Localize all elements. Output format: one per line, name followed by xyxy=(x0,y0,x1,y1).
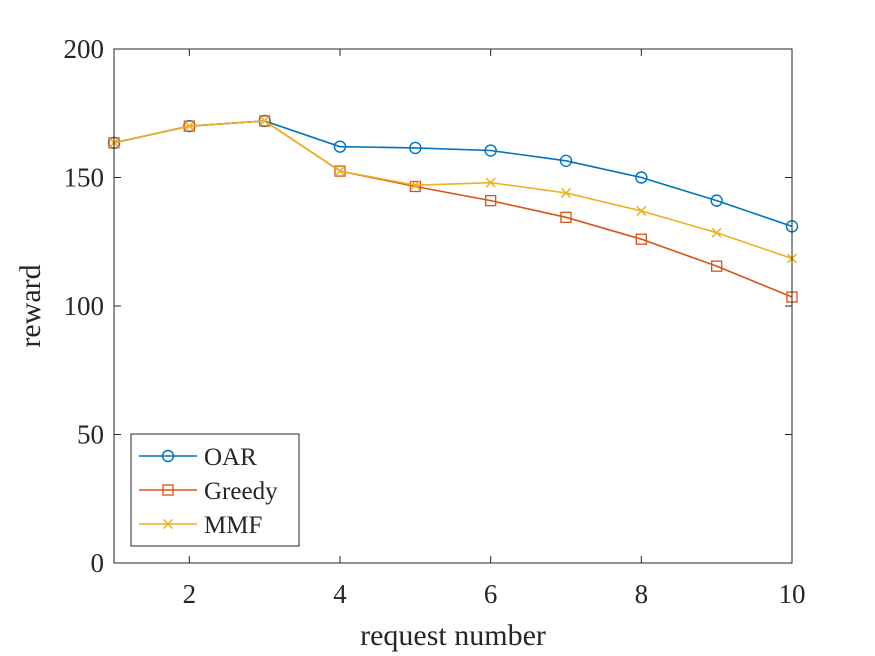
data-point-mmf xyxy=(485,177,496,188)
x-tick-label: 2 xyxy=(183,579,197,609)
x-axis-label: request number xyxy=(360,619,546,652)
data-point-mmf xyxy=(711,227,722,238)
y-tick-label: 150 xyxy=(64,163,105,193)
legend-marker xyxy=(161,449,175,463)
series-line-mmf xyxy=(113,120,793,260)
y-axis-label: reward xyxy=(14,264,47,347)
legend-label: OAR xyxy=(204,444,257,471)
legend-entry-greedy: Greedy xyxy=(139,478,278,505)
series-layer xyxy=(107,114,799,303)
x-tick-label: 8 xyxy=(635,579,649,609)
y-tick-label: 100 xyxy=(64,291,105,321)
legend-marker xyxy=(162,484,174,496)
legend-marker xyxy=(162,518,174,530)
data-point-oar xyxy=(559,154,573,167)
data-point-greedy xyxy=(711,260,723,272)
data-point-greedy xyxy=(334,165,346,177)
data-point-greedy xyxy=(560,211,572,223)
y-tick-label: 0 xyxy=(91,548,105,578)
data-point-oar xyxy=(409,141,422,155)
data-point-mmf xyxy=(636,205,647,216)
series-mmf xyxy=(108,115,798,264)
y-tick-label: 50 xyxy=(77,420,104,450)
data-point-oar xyxy=(484,144,497,157)
legend-entry-mmf: MMF xyxy=(139,512,262,539)
y-tick-label: 200 xyxy=(64,34,105,64)
data-point-oar xyxy=(635,171,648,184)
legend-label: Greedy xyxy=(204,478,278,505)
legend-label: MMF xyxy=(204,512,262,539)
data-point-mmf xyxy=(560,187,572,198)
data-point-mmf xyxy=(334,166,346,177)
data-point-oar xyxy=(333,140,347,153)
data-point-mmf xyxy=(410,180,421,191)
data-point-greedy xyxy=(485,194,497,207)
data-point-oar xyxy=(710,194,723,207)
x-tick-label: 6 xyxy=(484,579,498,609)
legend-entry-oar: OAR xyxy=(139,444,257,471)
x-tick-label: 10 xyxy=(779,579,806,609)
data-point-greedy xyxy=(409,180,421,193)
x-tick-label: 4 xyxy=(333,579,347,609)
data-point-greedy xyxy=(635,233,647,245)
data-point-mmf xyxy=(259,115,270,126)
legend: OAR Greedy MMF xyxy=(130,433,300,547)
data-point-mmf xyxy=(184,121,195,132)
